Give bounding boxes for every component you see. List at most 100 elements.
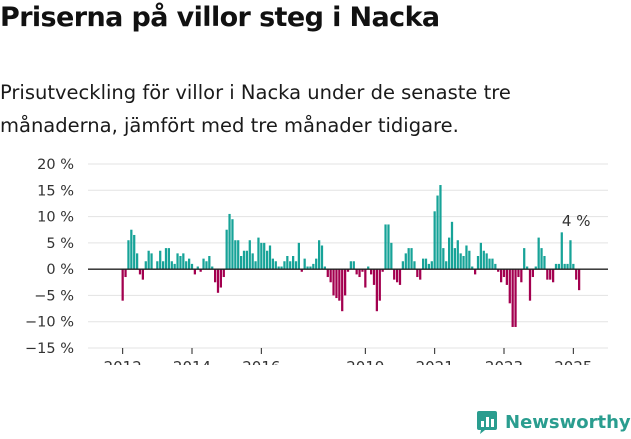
bar-positive	[159, 250, 162, 270]
bar-positive	[303, 258, 306, 270]
x-axis-ticks: 2012 2014 2016 2019 2021 2023 2025	[104, 348, 592, 365]
bar-positive	[352, 261, 355, 270]
bar-negative	[528, 269, 532, 301]
bar-negative	[372, 269, 376, 285]
bar-negative	[511, 269, 514, 327]
bar-negative	[419, 269, 422, 280]
bar-positive	[289, 261, 292, 270]
bar-positive	[176, 253, 179, 270]
bar-positive	[557, 263, 560, 270]
bar-negative	[216, 269, 220, 293]
bar-positive	[465, 245, 468, 270]
bar-negative	[361, 269, 364, 272]
bar-positive	[323, 266, 326, 270]
bar-negative	[329, 269, 332, 283]
bar-negative	[502, 269, 506, 278]
bar-negative	[335, 269, 338, 299]
bar-positive	[413, 261, 416, 270]
y-tick-label: 10 %	[37, 210, 74, 226]
y-tick-label: 20 %	[37, 157, 74, 173]
bar-negative	[199, 269, 202, 272]
bar-positive	[410, 248, 413, 270]
bar-positive	[349, 261, 352, 270]
bar-negative	[121, 269, 124, 301]
bar-negative	[341, 269, 344, 312]
bar-positive	[254, 261, 257, 270]
y-tick-label: 5 %	[46, 236, 74, 252]
bar-positive	[320, 245, 324, 270]
bar-positive	[167, 248, 170, 270]
bar-negative	[416, 269, 419, 278]
bar-positive	[225, 229, 228, 270]
bar-positive	[471, 266, 474, 270]
bar-positive	[367, 266, 370, 270]
bar-negative	[355, 269, 358, 275]
bar-negative	[364, 269, 367, 288]
bar-negative	[338, 269, 341, 301]
bar-positive	[424, 258, 428, 270]
bar-positive	[147, 250, 150, 270]
bar-positive	[534, 266, 537, 270]
bar-positive	[401, 261, 404, 270]
bar-positive	[260, 242, 263, 270]
bar-positive	[231, 219, 234, 270]
x-tick-label: 2021	[416, 358, 454, 365]
bar-positive	[240, 256, 243, 270]
bar-positive	[456, 240, 459, 270]
bar-negative	[514, 269, 517, 327]
bar-negative	[138, 269, 142, 275]
value-annotation: 4 %	[562, 212, 591, 230]
x-tick-label: 2012	[104, 358, 142, 365]
bar-negative	[500, 269, 503, 283]
bar-positive	[170, 261, 173, 270]
bar-positive	[445, 261, 448, 270]
y-tick-label: 15 %	[37, 183, 74, 199]
bar-positive	[127, 240, 130, 270]
bar-positive	[150, 253, 153, 270]
bar-positive	[266, 250, 269, 270]
bar-positive	[245, 250, 248, 270]
bar-positive	[234, 240, 237, 270]
bar-positive	[190, 263, 194, 270]
bar-positive	[453, 248, 456, 270]
bar-positive	[156, 261, 159, 270]
bar-positive	[436, 195, 439, 270]
bar-positive	[202, 258, 205, 270]
bar-positive	[442, 248, 445, 270]
bar-negative	[358, 269, 361, 278]
bar-negative	[219, 269, 222, 288]
bar-negative	[517, 269, 520, 278]
bar-positive	[144, 261, 147, 270]
bar-positive	[130, 229, 133, 270]
bar-positive	[390, 242, 393, 270]
bar-positive	[228, 213, 231, 270]
y-axis-tick-labels: −15 % −10 % −5 % 0 % 5 % 10 % 15 % 20 %	[25, 157, 74, 357]
bar-positive	[211, 266, 214, 270]
annotations: 4 %	[562, 212, 591, 230]
bar-positive	[312, 263, 315, 270]
bar-positive	[526, 266, 529, 270]
bar-negative	[575, 269, 578, 280]
bar-positive	[387, 224, 390, 270]
bar-positive	[563, 263, 566, 270]
y-gridlines	[88, 163, 608, 349]
bar-positive	[208, 256, 211, 270]
bar-negative	[505, 269, 508, 285]
bar-positive	[315, 258, 318, 270]
bar-negative	[214, 269, 217, 283]
bar-negative	[508, 269, 511, 304]
bar-positive	[459, 253, 462, 270]
bar-positive	[569, 240, 572, 270]
bar-positive	[268, 245, 272, 270]
bar-positive	[271, 258, 274, 270]
bar-chart: −15 %−10 %−5 %0 %5 %10 %15 %20 % 2012201…	[25, 157, 608, 365]
bar-positive	[427, 263, 430, 270]
bar-positive	[237, 240, 240, 270]
bar-positive	[572, 263, 575, 270]
x-tick-label: 2014	[173, 358, 211, 365]
y-tick-label: 0 %	[46, 262, 74, 278]
bar-positive	[294, 261, 298, 270]
bar-negative	[398, 269, 402, 285]
bar-positive	[404, 253, 407, 270]
bar-negative	[375, 269, 378, 312]
